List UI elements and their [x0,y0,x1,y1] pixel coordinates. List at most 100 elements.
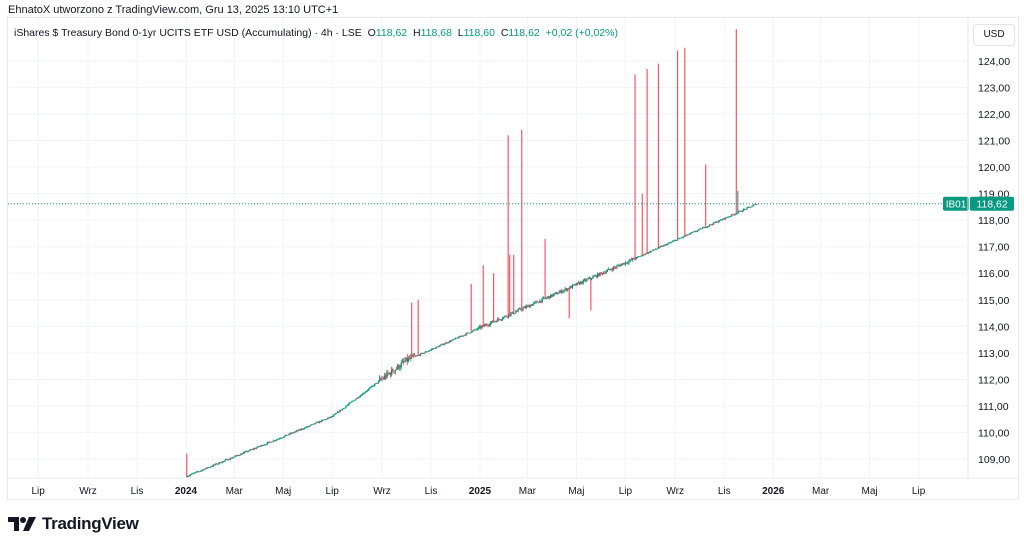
candle-body [339,410,341,413]
candle-body [525,306,528,308]
y-tick-label: 110,00 [978,427,1009,439]
candle-body [289,433,292,435]
candle-body [199,471,201,472]
candle-body [286,434,288,436]
candle-body [328,417,330,419]
x-tick-label: Maj [275,486,291,497]
candle-body [664,244,666,246]
x-tick-label: Wrz [666,486,684,497]
candle-body [341,408,343,411]
candle-body [724,217,727,220]
candle-body [462,335,464,337]
candle-body [669,242,671,244]
candle-body [499,319,501,321]
candle-body [694,231,696,233]
candle-body [324,419,327,420]
candle-body [545,298,547,300]
candle-body [364,392,366,394]
candle-body [518,308,521,310]
candle-body [577,282,580,284]
candle-body [276,439,278,441]
candle-body [670,242,672,243]
candle-body [457,337,459,339]
candle-body [735,213,737,215]
candle-body [456,337,458,339]
candle-body [601,272,604,274]
candle-body [662,245,664,247]
candle-body [753,204,756,206]
candle-body [227,459,229,461]
candle-body [293,432,295,433]
x-tick-label: Lip [912,486,926,497]
candle-body [348,402,351,405]
candle-body [495,321,498,323]
candle-body [623,263,625,265]
candle-body [539,300,541,303]
chart-frame[interactable] [7,17,1019,500]
candle-body [705,227,707,229]
candle-body [266,442,269,445]
candle-body [359,395,362,397]
candle-body [562,291,564,293]
candle-body [260,445,263,446]
candle-body [274,440,276,442]
candle-body [323,419,325,421]
candle-body [549,294,552,299]
candle-body [278,438,281,440]
candle-body [393,371,395,373]
candle-body [390,369,393,376]
symbol-legend: iShares $ Treasury Bond 0-1yr UCITS ETF … [14,27,618,39]
candle-body [430,349,433,351]
candle-body [447,342,449,344]
y-tick-label: 122,00 [978,109,1010,121]
candle-body [251,449,253,450]
candle-body [656,248,658,250]
candle-body [369,387,371,389]
candle-body [466,332,469,334]
candle-body [660,245,663,247]
candle-body [747,206,750,208]
candle-body [633,258,635,260]
candle-body [594,275,596,277]
candle-body [512,311,515,314]
candle-body [716,221,718,223]
candle-body [675,240,677,242]
candle-body [345,406,347,408]
candle-body [618,265,621,267]
candle-body [612,267,615,271]
candle-body [366,390,369,392]
candle-body [554,292,557,294]
candle-body [399,367,401,369]
candle-body [196,471,199,473]
candle-body [288,433,290,435]
candle-body [730,214,733,217]
candle-body [570,286,572,288]
candle-body [454,337,457,339]
candle-body [357,397,359,399]
candle-body [380,378,382,380]
candle-body [336,411,339,414]
candle-body [486,324,488,326]
candle-body [639,256,641,258]
candle-body [265,444,268,446]
x-tick-label: Mar [812,486,830,497]
tradingview-logo[interactable]: TradingView [8,514,139,534]
candle-body [280,438,282,439]
candle-body [663,245,665,247]
candle-body [603,272,605,274]
candle-body [248,449,251,452]
candle-body [743,209,746,210]
candle-body [688,234,690,235]
candle-body [319,421,322,423]
candle-body [693,231,695,233]
y-tick-label: 123,00 [978,83,1010,95]
candle-body [281,437,283,439]
candle-body [431,348,434,350]
candle-body [208,467,211,468]
currency-button[interactable]: USD [973,24,1015,46]
y-tick-label: 118,00 [978,215,1009,227]
candle-body [506,316,509,318]
candle-body [331,416,334,417]
candle-body [190,473,193,475]
